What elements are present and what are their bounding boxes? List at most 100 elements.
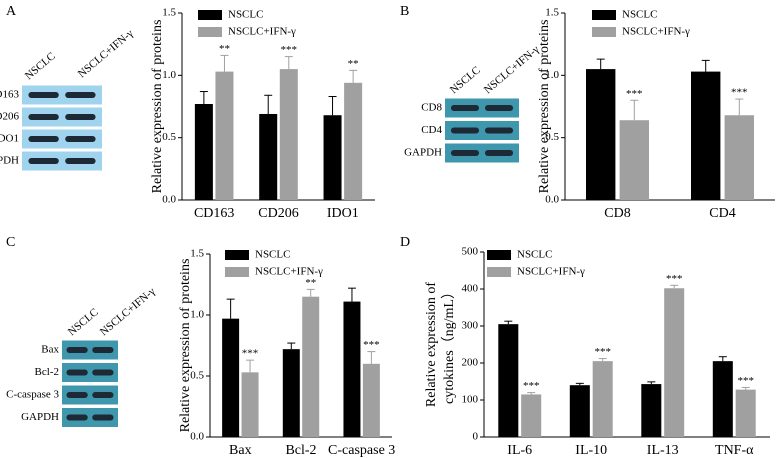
blot-strip: [445, 143, 519, 163]
bar: [619, 120, 649, 200]
blot-band: [92, 347, 114, 353]
blot-row-label: CD8: [421, 102, 442, 114]
significance: ***: [594, 346, 611, 358]
legend-label: NSCLC: [622, 9, 657, 21]
y-axis-label: Relative expression of proteins: [537, 20, 552, 194]
legend-swatch: [198, 27, 222, 37]
y-tick-label: 0.0: [545, 194, 559, 206]
x-tick-label: CD4: [709, 206, 735, 221]
y-tick-label: 0.0: [162, 194, 176, 206]
x-tick-label: Bax: [229, 443, 252, 458]
y-tick-label: 1.0: [162, 69, 176, 81]
blot-row-label: C-caspase 3: [6, 389, 59, 401]
blot-strip: [62, 408, 118, 427]
blot-band: [92, 369, 114, 376]
y-tick-label: 0.0: [190, 431, 204, 443]
blot-band: [65, 114, 96, 120]
bar: [712, 361, 733, 437]
bar: [664, 288, 685, 437]
y-tick-label: 500: [462, 246, 479, 258]
blot-band: [66, 369, 88, 376]
x-tick-label: IL-6: [507, 443, 532, 458]
x-tick-label: CD163: [194, 206, 234, 221]
legend-swatch: [198, 10, 222, 20]
blot-band: [92, 414, 114, 421]
bar: [241, 372, 259, 437]
x-tick-label: TNF-α: [715, 443, 754, 458]
blot-row-label: GAPDH: [404, 147, 442, 159]
bar: [302, 296, 320, 437]
blot-row-label: CD206: [0, 111, 19, 123]
blot-band: [66, 392, 88, 398]
blot-row-label: CD4: [421, 124, 442, 136]
legend-swatch: [225, 250, 249, 260]
bar: [498, 324, 519, 437]
legend-swatch: [487, 267, 511, 277]
blot-strip: [445, 98, 519, 118]
significance: ***: [281, 44, 298, 56]
bar: [344, 82, 363, 200]
bar: [592, 361, 613, 437]
legend-label: NSCLC: [255, 249, 290, 261]
bar: [521, 394, 542, 437]
bar: [641, 384, 662, 437]
blot-band: [450, 105, 480, 111]
panel-letter: B: [400, 4, 409, 19]
y-tick-label: 1.5: [190, 248, 204, 260]
blot-row-label: IDO1: [0, 133, 19, 145]
blot-band: [66, 347, 88, 353]
blot-strip: [22, 151, 102, 171]
legend-label: NSCLC+IFN-γ: [622, 26, 690, 38]
blot-band: [450, 150, 480, 156]
y-tick-label: 300: [462, 320, 479, 332]
y-axis-label: cytokines（ng/mL）: [441, 285, 457, 404]
legend-swatch: [592, 27, 616, 37]
y-tick-label: 100: [462, 394, 479, 406]
x-tick-label: Bcl-2: [285, 443, 316, 458]
y-tick-label: 1.0: [545, 69, 559, 81]
x-tick-label: IL-13: [647, 443, 679, 458]
blot-row-label: Bax: [41, 344, 59, 356]
y-tick-label: 400: [462, 283, 479, 295]
significance: **: [305, 277, 316, 289]
x-tick-label: IL-10: [575, 443, 607, 458]
y-tick-label: 1.5: [162, 7, 176, 19]
blot-row-label: CD163: [0, 89, 19, 101]
significance: ***: [666, 273, 683, 285]
legend-label: NSCLC+IFN-γ: [255, 266, 323, 278]
blot-band: [484, 105, 514, 111]
blot-band: [484, 127, 514, 134]
bar: [691, 71, 721, 201]
bar: [282, 349, 300, 437]
lane-label: NSCLC+IFN-γ: [482, 43, 542, 96]
bar: [259, 113, 278, 200]
blot-row-label: GAPDH: [0, 155, 19, 167]
legend-label: NSCLC+IFN-γ: [517, 266, 585, 278]
y-tick-label: 0.5: [545, 131, 559, 143]
y-tick-label: 1.5: [545, 7, 559, 19]
legend-label: NSCLC: [517, 249, 552, 261]
blot-strip: [62, 385, 118, 405]
blot-strip: [22, 85, 102, 105]
panel-letter: D: [400, 235, 410, 250]
bar: [279, 69, 298, 200]
blot-strip: [445, 121, 519, 140]
legend-swatch: [592, 10, 616, 20]
blot-band: [92, 392, 114, 398]
x-tick-label: CD8: [604, 206, 630, 221]
y-axis-label: Relative expression of proteins: [150, 20, 165, 194]
significance: ***: [523, 380, 540, 392]
bar: [569, 385, 590, 437]
y-axis-label: Relative expression of proteins: [178, 259, 193, 433]
x-tick-label: CD206: [258, 206, 298, 221]
blot-band: [28, 114, 59, 120]
blot-band: [65, 92, 96, 98]
y-tick-label: 200: [462, 357, 479, 369]
bar: [362, 363, 380, 437]
blot-strip: [22, 107, 102, 127]
panel-letter: A: [6, 4, 17, 19]
blot-band: [28, 92, 59, 98]
x-tick-label: C-caspase 3: [328, 443, 395, 458]
bar: [215, 71, 234, 201]
